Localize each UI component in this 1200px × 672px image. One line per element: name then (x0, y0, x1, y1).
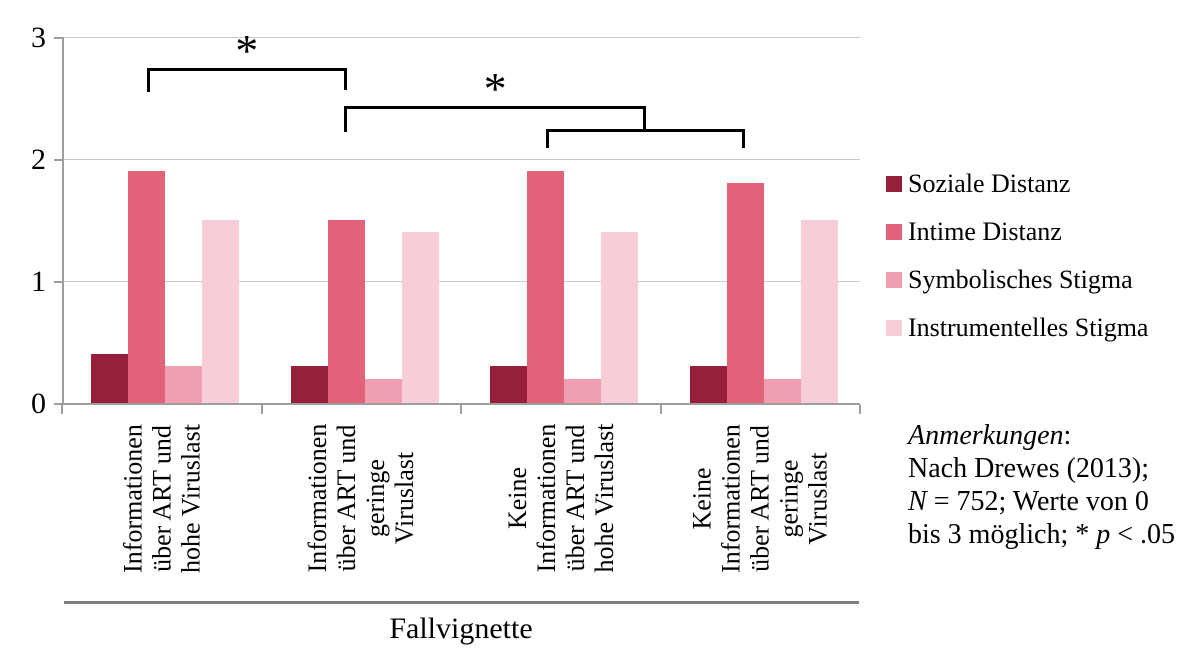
significance-bracket-1-left-leg (146, 68, 150, 92)
notes-segment: Nach Drewes (2013); (908, 453, 1150, 484)
bar-soziale-distanz-group4 (689, 366, 727, 403)
notes-block: Anmerkungen: Nach Drewes (2013); N = 752; … (908, 419, 1175, 551)
gridline-y1 (62, 281, 860, 282)
x-category-label-group4: Keine Informationen über ART und geringe… (687, 423, 833, 573)
notes-line: Nach Drewes (2013); (908, 452, 1175, 485)
significance-bracket-3-bar (545, 129, 745, 132)
y-axis-tick (54, 281, 62, 283)
notes-segment: bis 3 möglich; * (908, 519, 1097, 550)
bar-instrumentelles-stigma-group3 (601, 232, 638, 403)
x-category-label-group2: Informationen über ART und geringe Virus… (303, 423, 420, 573)
bar-symbolisches-stigma-group1 (165, 366, 202, 403)
notes-line: N = 752; Werte von 0 (908, 485, 1175, 518)
y-axis-tick (54, 403, 62, 405)
x-axis-tick (61, 405, 63, 414)
bar-intime-distanz-group2 (327, 220, 365, 403)
significance-bracket-2-right-leg (643, 106, 647, 129)
notes-line: Anmerkungen: (908, 419, 1175, 452)
bar-instrumentelles-stigma-group1 (202, 220, 239, 403)
bar-symbolisches-stigma-group3 (564, 379, 601, 403)
notes-italic-segment: N (908, 486, 927, 517)
x-axis-tick (659, 405, 662, 414)
x-category-label-group3: Keine Informationen über ART und hohe Vi… (502, 423, 619, 573)
significance-bracket-1-right-leg (344, 68, 347, 90)
x-axis-line (62, 403, 860, 405)
x-axis-title: Fallvignette (389, 612, 533, 645)
legend-label-soziale-distanz: Soziale Distanz (908, 169, 1071, 198)
legend-label-instrumentelles-stigma: Instrumentelles Stigma (908, 313, 1149, 342)
legend-item-intime-distanz: Intime Distanz (886, 216, 1186, 248)
y-tick-label: 0 (31, 387, 46, 420)
bar-intime-distanz-group4 (726, 183, 764, 403)
significance-asterisk-1: * (235, 25, 259, 76)
legend-label-intime-distanz: Intime Distanz (908, 217, 1062, 246)
significance-bracket-3-left-leg (545, 129, 549, 148)
significance-bracket-2-left-leg (344, 106, 347, 132)
y-tick-label: 2 (31, 143, 46, 176)
notes-segment: : (1063, 420, 1072, 451)
legend: Soziale Distanz Intime Distanz Symbolische… (886, 168, 1186, 368)
bar-symbolisches-stigma-group2 (364, 379, 402, 403)
bar-soziale-distanz-group2 (290, 366, 328, 403)
legend-swatch-intime-distanz (886, 224, 902, 240)
significance-bracket-3-right-leg (742, 129, 745, 148)
legend-swatch-symbolisches-stigma (886, 272, 902, 288)
x-axis-tick (260, 405, 263, 414)
notes-italic-segment: p (1096, 519, 1111, 550)
bar-intime-distanz-group3 (527, 171, 564, 403)
notes-line: bis 3 möglich; * p < .05 (908, 518, 1175, 551)
legend-item-symbolisches-stigma: Symbolisches Stigma (886, 264, 1186, 296)
notes-segment: < .05 (1110, 519, 1176, 550)
significance-bracket-2-bar (344, 106, 647, 109)
x-axis-tick (859, 405, 861, 414)
bar-soziale-distanz-group3 (490, 366, 527, 403)
notes-italic-segment: Anmerkungen (908, 420, 1064, 451)
y-axis-tick (54, 159, 62, 161)
significance-bracket-1-bar (146, 68, 347, 71)
notes-segment: = 752; Werte von 0 (926, 486, 1149, 517)
bar-soziale-distanz-group1 (91, 354, 128, 403)
legend-item-soziale-distanz: Soziale Distanz (886, 168, 1186, 200)
bar-instrumentelles-stigma-group2 (401, 232, 439, 403)
y-axis-tick (54, 37, 62, 39)
axis-title-separator-line (64, 601, 859, 604)
y-tick-label: 3 (31, 21, 46, 54)
significance-asterisk-2: * (483, 63, 507, 114)
y-axis-line (62, 37, 64, 405)
bar-instrumentelles-stigma-group4 (800, 220, 838, 403)
legend-item-instrumentelles-stigma: Instrumentelles Stigma (886, 312, 1186, 344)
gridline-y3 (62, 37, 860, 38)
x-axis-tick (460, 405, 462, 414)
y-tick-label: 1 (31, 265, 46, 298)
bar-symbolisches-stigma-group4 (763, 379, 801, 403)
x-category-label-group1: Informationen über ART und hohe Viruslas… (118, 423, 206, 573)
legend-swatch-instrumentelles-stigma (886, 320, 902, 336)
legend-swatch-soziale-distanz (886, 176, 902, 192)
gridline-y2 (62, 159, 860, 160)
legend-label-symbolisches-stigma: Symbolisches Stigma (908, 265, 1133, 294)
bar-intime-distanz-group1 (128, 171, 165, 403)
